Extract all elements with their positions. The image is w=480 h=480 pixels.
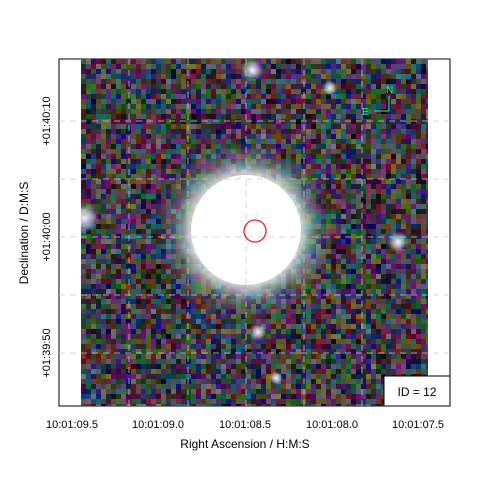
compass-north-label: N: [386, 85, 393, 96]
y-axis-label: Declination / D:M:S: [17, 182, 31, 285]
x-tick-labels: 10:01:09.5 10:01:09.0 10:01:08.5 10:01:0…: [46, 419, 444, 431]
id-label-box: [383, 375, 451, 407]
star-top: [240, 59, 264, 82]
compass: N E: [362, 85, 393, 118]
x-tick-label-2: 10:01:09.0: [132, 419, 184, 431]
star-left: [81, 202, 100, 234]
star-bottom: [249, 323, 267, 341]
y-tick-label-3: +01:39:50: [41, 328, 53, 377]
x-tick-label-4: 10:01:08.0: [306, 419, 358, 431]
x-tick-label-1: 10:01:09.5: [46, 419, 98, 431]
sky-image: [81, 59, 428, 406]
x-axis-label: Right Ascension / H:M:S: [180, 437, 309, 451]
x-tick-label-3: 10:01:08.5: [219, 419, 271, 431]
target-marker-circle: [243, 219, 267, 243]
y-tick-label-2: +01:40:00: [41, 212, 53, 261]
star-right: [387, 231, 409, 253]
star-lower: [269, 371, 283, 385]
star-upper-right: [322, 80, 338, 96]
y-tick-label-1: +01:40:10: [41, 96, 53, 145]
grid: [59, 59, 450, 406]
x-tick-label-5: 10:01:07.5: [392, 419, 444, 431]
compass-east-label: E: [362, 107, 369, 118]
y-tick-labels: +01:40:10 +01:40:00 +01:39:50: [41, 96, 53, 377]
id-label: ID = 12: [397, 385, 436, 399]
